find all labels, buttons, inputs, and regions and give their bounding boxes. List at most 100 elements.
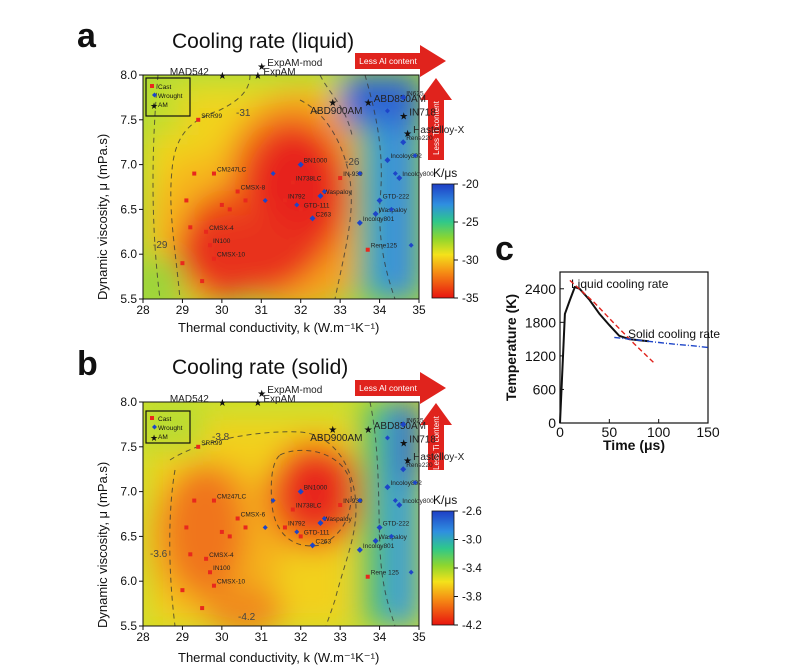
y-tick-label-c: 1800 — [525, 314, 556, 330]
wrought-marker-a — [297, 161, 304, 168]
cast-marker-b — [227, 534, 232, 539]
alloy-label-b: CMSX-10 — [217, 579, 246, 586]
alloy-label-b: CMSX-6 — [241, 511, 266, 518]
heatmap-solid — [143, 402, 419, 626]
svg-text:Less Ti content: Less Ti content — [432, 100, 441, 155]
am-marker-b: ★ — [364, 425, 373, 436]
wrought-marker-a — [400, 94, 407, 101]
alloy-label-a: IN718 — [409, 107, 436, 118]
wrought-marker-b — [262, 524, 268, 530]
wrought-marker-a — [262, 197, 268, 203]
y-tick-label-c: 600 — [533, 381, 557, 397]
alloy-label-b: Incoloy800 — [402, 498, 434, 505]
am-marker-a: ★ — [257, 62, 266, 73]
wrought-marker-a — [376, 197, 383, 204]
wrought-marker-b — [357, 498, 363, 504]
cast-marker-b — [243, 525, 248, 530]
alloy-label-a: ExpAM — [263, 67, 295, 78]
svg-text:AM: AM — [158, 434, 168, 441]
contour-label-b-2: -3.6 — [150, 549, 168, 560]
y-tick-label-b: 8.0 — [120, 395, 137, 409]
cast-marker-a — [235, 189, 240, 194]
wrought-marker-b — [388, 533, 394, 539]
y-tick-label-b: 6.0 — [120, 574, 137, 588]
alloy-label-b: BN1000 — [304, 485, 328, 492]
legend-a: Cast Wrought ★ AM — [145, 77, 191, 117]
wrought-marker-b — [317, 519, 324, 526]
x-axis-label-c: Time (μs) — [603, 437, 665, 453]
svg-text:★: ★ — [150, 101, 158, 111]
wrought-marker-b — [376, 524, 383, 531]
alloy-label-a: ExpAM-mod — [267, 58, 322, 69]
x-tick-label-c: 50 — [602, 424, 618, 440]
svg-text:Less Al content: Less Al content — [359, 56, 417, 66]
alloy-label-a: C263 — [316, 211, 332, 218]
wrought-marker-a — [321, 188, 327, 194]
y-tick-label-a: 8.0 — [120, 68, 137, 82]
x-tick-label-c: 100 — [647, 424, 671, 440]
alloy-label-a: Hastelloy-X — [413, 125, 464, 136]
cast-marker-b — [365, 574, 370, 579]
cast-marker-a — [180, 261, 185, 266]
cast-marker-a — [208, 243, 213, 248]
cast-marker-b — [219, 529, 224, 534]
panel-letter-c: c — [495, 230, 514, 268]
alloy-label-a: CM247LC — [217, 167, 247, 174]
alloy-label-b: GTD-111 — [304, 529, 330, 536]
wrought-marker-a — [317, 192, 324, 199]
alloy-label-b: CMSX-4 — [209, 552, 234, 559]
y-tick-label-c: 0 — [548, 415, 556, 431]
x-tick-label-b: 31 — [255, 630, 269, 644]
wrought-marker-b — [372, 537, 379, 544]
y-tick-label-a: 7.0 — [120, 158, 137, 172]
colorbar-b: K/μs — [431, 493, 457, 626]
x-tick-label-c: 150 — [696, 424, 720, 440]
y-tick-label-c: 1200 — [525, 348, 556, 364]
cast-marker-a — [227, 207, 232, 212]
am-marker-a: ★ — [399, 111, 408, 122]
alloy-label-a: IN625 — [406, 90, 424, 97]
contour-label-a-2: -29 — [153, 240, 168, 251]
cast-marker-a — [184, 198, 189, 203]
cast-marker-b — [211, 498, 216, 503]
alloy-label-b: Incoloy802 — [390, 480, 422, 487]
cast-marker-b — [298, 534, 303, 539]
alloy-label-a: BN1000 — [304, 158, 328, 165]
wrought-marker-b — [309, 542, 316, 549]
y-tick-label-b: 6.5 — [120, 529, 137, 543]
heatmap-liquid — [143, 75, 419, 299]
wrought-marker-a — [270, 171, 276, 177]
wrought-marker-a — [388, 206, 394, 212]
alloy-label-b: Hastelloy-X — [413, 452, 464, 463]
y-tick-label-a: 7.5 — [120, 113, 137, 127]
legend-b: Cast Wrought ★ AM — [145, 410, 191, 444]
am-marker-b: ★ — [253, 398, 262, 409]
svg-text:AM: AM — [158, 102, 168, 109]
svg-text:K/μs: K/μs — [433, 493, 457, 507]
y-tick-label-a: 6.5 — [120, 202, 137, 216]
wrought-marker-b — [356, 546, 363, 553]
cast-marker-a — [192, 171, 197, 176]
x-tick-label-a: 32 — [294, 303, 308, 317]
y-tick-label-b: 5.5 — [120, 619, 137, 633]
wrought-marker-a — [384, 157, 391, 164]
wrought-marker-a — [408, 242, 414, 248]
cast-marker-b — [200, 606, 205, 611]
cast-marker-b — [282, 525, 287, 530]
x-tick-label-b: 33 — [333, 630, 347, 644]
alloy-label-a: ABD900AM — [310, 106, 362, 117]
svg-text:K/μs: K/μs — [433, 166, 457, 180]
alloy-label-b: Rene 125 — [371, 570, 400, 577]
alloy-label-b: ABD850AM — [374, 421, 426, 432]
wrought-marker-b — [408, 569, 414, 575]
svg-text:Cast: Cast — [158, 416, 172, 423]
svg-text:Wrought: Wrought — [158, 93, 183, 100]
colorbar-tick-label-b: -3.0 — [462, 535, 482, 547]
panel-letter-a: a — [77, 17, 96, 55]
am-marker-a: ★ — [218, 71, 227, 82]
wrought-marker-b — [297, 488, 304, 495]
x-tick-label-a: 28 — [136, 303, 150, 317]
colorbar-a: K/μs — [431, 166, 457, 299]
colorbar-tick-label-a: -25 — [462, 217, 479, 229]
cast-marker-b — [338, 503, 343, 508]
